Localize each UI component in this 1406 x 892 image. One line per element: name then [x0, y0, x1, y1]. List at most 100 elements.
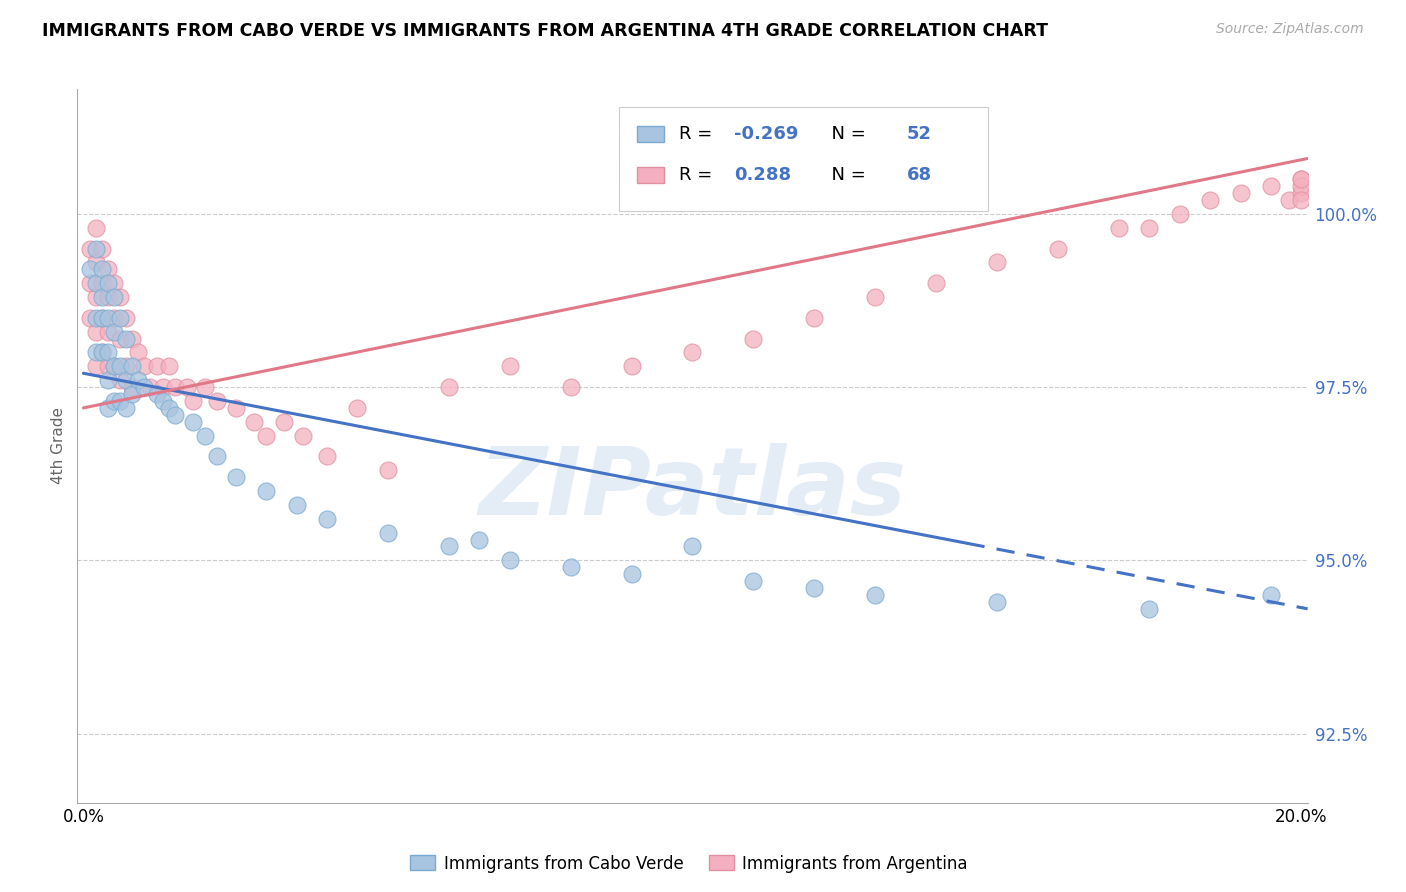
Point	[103, 359, 125, 374]
Text: R =: R =	[679, 166, 724, 184]
Point	[115, 359, 138, 374]
Point	[207, 450, 229, 464]
Point	[254, 428, 277, 442]
Point	[121, 332, 143, 346]
Point	[194, 380, 217, 394]
Point	[79, 242, 101, 256]
Point	[103, 394, 125, 409]
Point	[560, 560, 582, 574]
Point	[108, 359, 131, 374]
Point	[90, 310, 112, 325]
Point	[742, 574, 765, 588]
Point	[377, 463, 399, 477]
Point	[163, 408, 186, 422]
Point	[121, 387, 143, 401]
Point	[346, 401, 368, 415]
Point	[97, 359, 120, 374]
FancyBboxPatch shape	[619, 107, 988, 211]
FancyBboxPatch shape	[637, 127, 664, 142]
Point	[115, 332, 138, 346]
Point	[1108, 220, 1130, 235]
Point	[108, 310, 131, 325]
Point	[1046, 242, 1069, 256]
Point	[986, 255, 1008, 269]
Point	[1137, 602, 1160, 616]
Text: 68: 68	[907, 166, 932, 184]
Point	[90, 262, 112, 277]
Point	[437, 540, 460, 554]
Point	[97, 325, 120, 339]
Point	[499, 553, 522, 567]
Point	[925, 276, 948, 290]
Point	[863, 588, 886, 602]
Point	[97, 262, 120, 277]
Point	[1199, 193, 1222, 207]
Point	[108, 332, 131, 346]
Text: ZIPatlas: ZIPatlas	[478, 442, 907, 535]
Point	[316, 450, 339, 464]
Point	[127, 373, 149, 387]
Point	[97, 401, 120, 415]
Point	[291, 428, 314, 442]
Point	[84, 359, 107, 374]
Point	[152, 394, 174, 409]
Point	[1278, 193, 1301, 207]
Point	[134, 380, 156, 394]
Text: -0.269: -0.269	[734, 125, 799, 143]
Point	[285, 498, 308, 512]
Point	[163, 380, 186, 394]
Point	[803, 581, 825, 595]
Point	[152, 380, 174, 394]
Point	[1229, 186, 1251, 201]
Point	[437, 380, 460, 394]
Point	[316, 512, 339, 526]
Point	[84, 345, 107, 359]
Text: IMMIGRANTS FROM CABO VERDE VS IMMIGRANTS FROM ARGENTINA 4TH GRADE CORRELATION CH: IMMIGRANTS FROM CABO VERDE VS IMMIGRANTS…	[42, 22, 1049, 40]
Point	[803, 310, 825, 325]
Point	[103, 325, 125, 339]
Point	[181, 394, 204, 409]
Point	[79, 262, 101, 277]
Point	[90, 242, 112, 256]
Point	[134, 359, 156, 374]
Point	[863, 290, 886, 304]
Point	[97, 276, 120, 290]
Point	[90, 290, 112, 304]
Point	[273, 415, 295, 429]
Point	[145, 359, 167, 374]
Point	[115, 401, 138, 415]
Point	[1291, 172, 1313, 186]
Point	[1260, 588, 1282, 602]
Point	[225, 401, 247, 415]
Point	[254, 483, 277, 498]
Point	[90, 310, 112, 325]
Text: Source: ZipAtlas.com: Source: ZipAtlas.com	[1216, 22, 1364, 37]
Point	[139, 380, 162, 394]
Point	[97, 373, 120, 387]
Point	[84, 220, 107, 235]
Point	[84, 255, 107, 269]
Point	[84, 310, 107, 325]
Point	[90, 345, 112, 359]
Legend: Immigrants from Cabo Verde, Immigrants from Argentina: Immigrants from Cabo Verde, Immigrants f…	[404, 848, 974, 880]
Point	[90, 276, 112, 290]
Text: 0.288: 0.288	[734, 166, 792, 184]
Point	[682, 345, 704, 359]
Point	[145, 387, 167, 401]
Point	[84, 290, 107, 304]
Point	[620, 567, 643, 582]
Point	[103, 310, 125, 325]
Point	[84, 242, 107, 256]
Point	[207, 394, 229, 409]
Point	[986, 595, 1008, 609]
Point	[682, 540, 704, 554]
Point	[103, 359, 125, 374]
Point	[620, 359, 643, 374]
Point	[468, 533, 491, 547]
Y-axis label: 4th Grade: 4th Grade	[51, 408, 66, 484]
Text: N =: N =	[821, 166, 872, 184]
Point	[157, 401, 180, 415]
Point	[103, 276, 125, 290]
Point	[115, 310, 138, 325]
Point	[1168, 207, 1191, 221]
